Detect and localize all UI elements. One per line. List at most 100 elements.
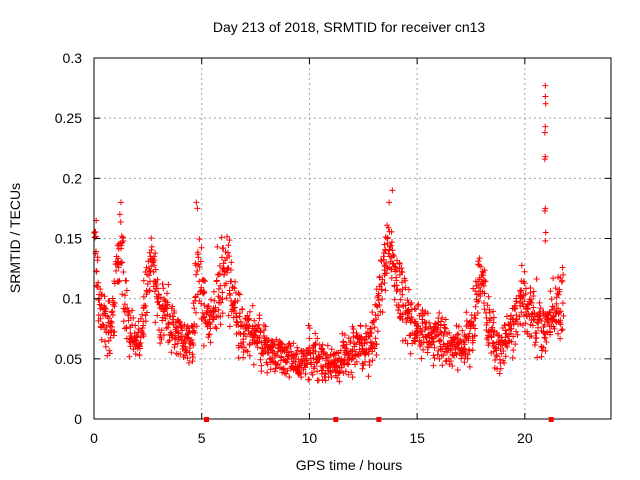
data-point [542, 123, 549, 130]
data-point [283, 370, 290, 377]
data-point [508, 338, 515, 345]
data-point [360, 362, 367, 369]
data-point [258, 368, 265, 375]
data-point [157, 294, 164, 301]
data-point [508, 325, 515, 332]
data-point [160, 332, 167, 339]
data-point [116, 277, 123, 284]
data-point [500, 347, 507, 354]
data-point [446, 329, 453, 336]
data-point [196, 263, 203, 270]
data-point [530, 288, 537, 295]
data-point [324, 342, 331, 349]
data-point [109, 308, 116, 315]
data-point [268, 337, 275, 344]
data-point [490, 331, 497, 338]
data-point [134, 332, 141, 339]
data-point [126, 353, 133, 360]
axis-markers [204, 417, 554, 422]
data-point [186, 345, 193, 352]
data-point [306, 376, 313, 383]
data-point [216, 294, 223, 301]
data-point [354, 351, 361, 358]
x-tick-label: 0 [90, 430, 98, 446]
data-point [367, 338, 374, 345]
data-point [516, 313, 523, 320]
data-point [235, 290, 242, 297]
data-point [521, 298, 528, 305]
data-point [257, 356, 264, 363]
data-point [179, 327, 186, 334]
data-point [546, 329, 553, 336]
data-point [246, 322, 253, 329]
data-point [471, 332, 478, 339]
data-point [309, 371, 316, 378]
x-tick-label: 20 [517, 430, 533, 446]
data-point [250, 361, 257, 368]
data-point [315, 355, 322, 362]
data-point [454, 367, 461, 374]
data-point [148, 263, 155, 270]
data-point [224, 249, 231, 256]
data-point [175, 329, 182, 336]
data-point [542, 100, 549, 107]
data-point [480, 272, 487, 279]
data-point [481, 277, 488, 284]
data-point [362, 322, 369, 329]
x-axis-label: GPS time / hours [296, 457, 403, 473]
data-point [256, 312, 263, 319]
data-point [168, 349, 175, 356]
data-point [256, 325, 263, 332]
data-point [542, 335, 549, 342]
data-point [388, 238, 395, 245]
data-point [372, 335, 379, 342]
data-point [175, 318, 182, 325]
data-point [227, 292, 234, 299]
data-point [181, 321, 188, 328]
data-point [548, 296, 555, 303]
data-point [282, 359, 289, 366]
axis-ticks [93, 57, 611, 420]
data-point [234, 319, 241, 326]
data-point [362, 351, 369, 358]
data-point [560, 271, 567, 278]
data-point [385, 250, 392, 257]
data-point [363, 339, 370, 346]
data-point [396, 304, 403, 311]
data-point [111, 303, 118, 310]
data-point [200, 342, 207, 349]
data-point [158, 327, 165, 334]
data-point [502, 340, 509, 347]
data-point [486, 306, 493, 313]
data-point [294, 347, 301, 354]
data-point [554, 305, 561, 312]
data-point [148, 235, 155, 242]
data-point [196, 278, 203, 285]
data-point [352, 341, 359, 348]
data-point [93, 268, 100, 275]
data-point [436, 355, 443, 362]
data-point [542, 237, 549, 244]
data-point [541, 334, 548, 341]
data-point [201, 314, 208, 321]
data-point [236, 291, 243, 298]
data-point [399, 337, 406, 344]
data-point [530, 293, 537, 299]
data-point [358, 333, 365, 340]
data-point [556, 319, 563, 326]
data-point [318, 345, 325, 352]
data-point [214, 243, 221, 250]
data-point [455, 323, 462, 330]
data-point [110, 299, 117, 306]
data-point [284, 367, 291, 374]
data-point [283, 344, 290, 351]
data-point [376, 273, 383, 280]
data-point [369, 357, 376, 364]
data-point [418, 328, 425, 335]
axis-marker [204, 417, 210, 422]
data-point [95, 279, 102, 286]
data-point [307, 355, 314, 362]
data-point [395, 307, 402, 314]
data-point [427, 341, 434, 348]
data-point [388, 228, 395, 235]
